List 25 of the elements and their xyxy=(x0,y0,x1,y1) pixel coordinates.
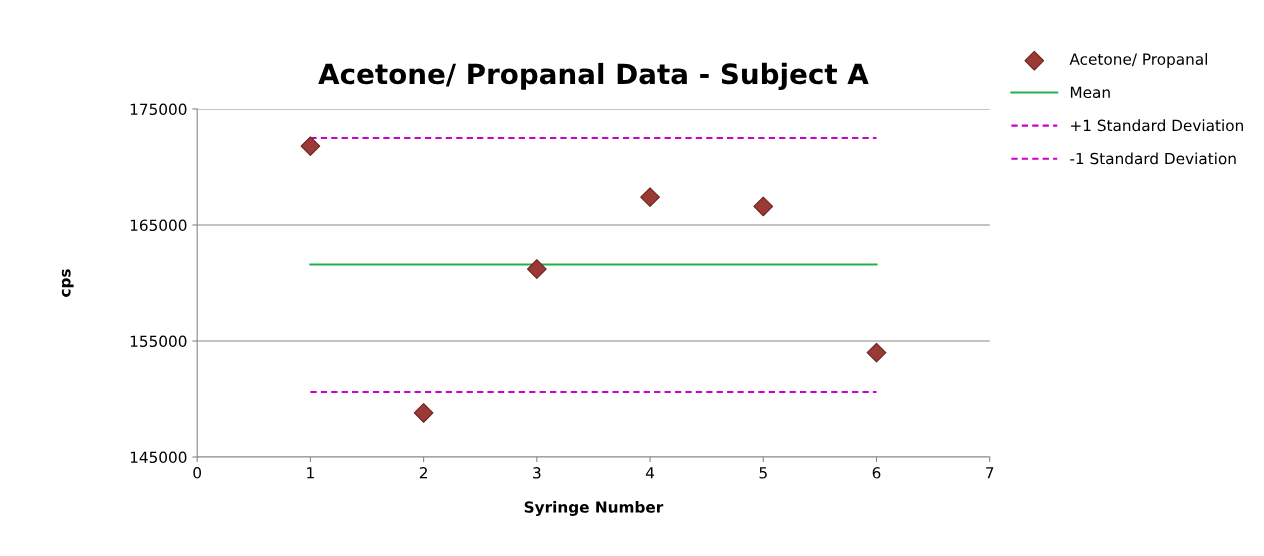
legend-label: Acetone/ Propanal xyxy=(1069,53,1207,68)
point xyxy=(640,187,660,208)
y-axis-title: cps xyxy=(61,269,74,297)
y-tick-label: 145000 xyxy=(130,451,187,464)
x-tick-label: 2 xyxy=(419,467,427,479)
legend-label: +1 Standard Deviation xyxy=(1071,119,1243,132)
point xyxy=(753,196,774,217)
x-tick-label: 7 xyxy=(986,467,994,479)
y-tick-label: 165000 xyxy=(130,219,187,232)
point xyxy=(300,136,321,156)
x-tick-label: 5 xyxy=(759,467,767,479)
x-axis-title: Syringe Number xyxy=(524,500,664,516)
point xyxy=(413,403,434,423)
y-tick-label: 175000 xyxy=(130,103,187,115)
legend-label: Mean xyxy=(1070,86,1110,99)
y-tick-label: 155000 xyxy=(130,335,187,348)
point xyxy=(526,259,547,279)
x-tick-label: 4 xyxy=(645,467,655,479)
point xyxy=(866,342,887,363)
x-tick-label: 0 xyxy=(193,467,202,479)
legend-label: -1 Standard Deviation xyxy=(1070,152,1236,165)
chart-title: Acetone/ Propanal Data - Subject A xyxy=(318,62,869,90)
x-tick-label: 1 xyxy=(307,467,314,479)
x-tick-label: 3 xyxy=(533,467,541,479)
x-tick-label: 6 xyxy=(872,467,881,479)
